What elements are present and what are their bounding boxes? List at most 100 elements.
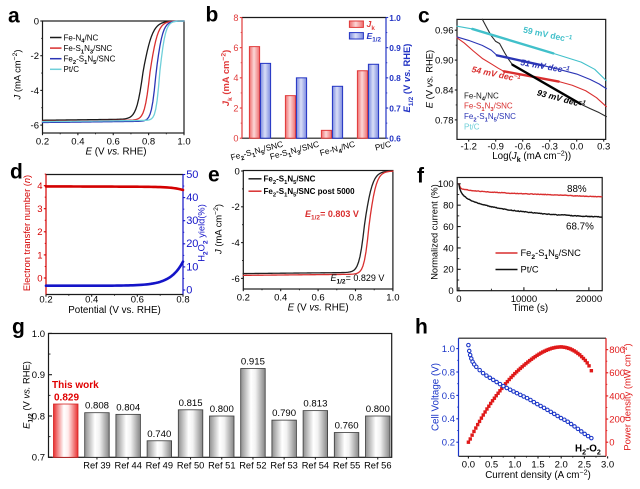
svg-text:Fe2-S1N5/SNC: Fe2-S1N5/SNC [264, 175, 316, 186]
svg-text:Ref 55: Ref 55 [333, 461, 360, 471]
svg-text:80: 80 [443, 201, 454, 212]
svg-text:Pt/C: Pt/C [464, 123, 480, 132]
svg-text:0.815: 0.815 [179, 398, 203, 409]
svg-text:E (V vs. RHE): E (V vs. RHE) [424, 50, 435, 108]
svg-text:H2O2 yield(%): H2O2 yield(%) [197, 204, 210, 262]
svg-text:Fe2-S1N5/SNC post 5000: Fe2-S1N5/SNC post 5000 [264, 187, 356, 198]
svg-text:Fe2-S1N5/SNC: Fe2-S1N5/SNC [229, 139, 284, 165]
svg-text:1.0: 1.0 [389, 13, 401, 23]
svg-text:This work: This work [52, 380, 99, 391]
svg-text:200: 200 [609, 415, 625, 426]
svg-text:Fe2-S1N5/SNC: Fe2-S1N5/SNC [521, 248, 582, 261]
svg-text:Ref 39: Ref 39 [83, 461, 110, 471]
svg-text:59 mV dec−1: 59 mV dec−1 [522, 24, 573, 44]
svg-text:E (V vs. RHE): E (V vs. RHE) [86, 146, 147, 157]
svg-text:Fe-S1N3/SNC: Fe-S1N3/SNC [464, 102, 513, 113]
svg-text:f: f [417, 165, 425, 188]
svg-text:0.0: 0.0 [462, 460, 475, 471]
svg-text:1: 1 [37, 250, 42, 261]
svg-text:0.813: 0.813 [303, 399, 327, 410]
svg-text:h: h [415, 316, 428, 339]
svg-text:E1/2= 0.829 V: E1/2= 0.829 V [331, 273, 385, 286]
svg-text:0: 0 [233, 134, 238, 144]
svg-text:2.0: 2.0 [555, 460, 568, 471]
svg-text:Time (s): Time (s) [513, 303, 549, 314]
svg-text:Ref 44: Ref 44 [114, 461, 141, 471]
svg-text:Ref 54: Ref 54 [302, 461, 329, 471]
svg-text:0.3: 0.3 [597, 142, 610, 153]
svg-text:0.915: 0.915 [241, 357, 265, 368]
svg-text:Ref 51: Ref 51 [208, 461, 235, 471]
svg-text:0.90: 0.90 [435, 56, 454, 67]
svg-text:20: 20 [443, 265, 454, 276]
svg-text:0: 0 [456, 294, 461, 305]
svg-text:0: 0 [186, 284, 192, 296]
svg-text:0.8: 0.8 [389, 73, 401, 83]
svg-text:30: 30 [186, 215, 198, 227]
svg-text:0.7: 0.7 [32, 453, 45, 464]
svg-text:1.0: 1.0 [508, 460, 521, 471]
svg-text:0.2: 0.2 [39, 294, 52, 305]
svg-text:e: e [208, 164, 220, 187]
svg-text:b: b [206, 4, 219, 27]
svg-text:0.800: 0.800 [366, 404, 390, 415]
svg-text:20000: 20000 [576, 294, 602, 305]
svg-text:10: 10 [186, 261, 198, 273]
svg-text:a: a [8, 5, 20, 28]
svg-text:8: 8 [233, 13, 238, 23]
svg-text:1.0: 1.0 [442, 344, 455, 355]
svg-text:-0.9: -0.9 [488, 142, 504, 153]
svg-text:2.5: 2.5 [578, 460, 591, 471]
svg-text:88%: 88% [567, 184, 587, 195]
svg-text:-1.2: -1.2 [461, 142, 477, 153]
svg-text:Fe-N4/NC: Fe-N4/NC [464, 91, 499, 102]
svg-text:4: 4 [37, 181, 42, 192]
svg-text:E (V vs. RHE): E (V vs. RHE) [288, 303, 349, 314]
svg-text:c: c [418, 5, 430, 28]
svg-text:0.78: 0.78 [435, 115, 454, 126]
svg-text:0.760: 0.760 [335, 421, 359, 432]
svg-text:Pt/C: Pt/C [521, 265, 539, 275]
svg-text:0.6: 0.6 [442, 391, 455, 402]
svg-text:93 mV dec−1: 93 mV dec−1 [536, 87, 587, 110]
svg-text:6: 6 [233, 43, 238, 53]
svg-text:0.9: 0.9 [389, 43, 401, 53]
svg-text:20: 20 [186, 238, 198, 250]
svg-text:-0.6: -0.6 [515, 142, 531, 153]
svg-text:0.96: 0.96 [435, 26, 454, 37]
svg-text:-0.3: -0.3 [542, 142, 558, 153]
svg-text:Log(Jk (mA cm−2)): Log(Jk (mA cm−2)) [492, 149, 571, 163]
svg-text:1.0: 1.0 [177, 136, 190, 147]
svg-text:0.2: 0.2 [442, 438, 455, 449]
svg-text:0.804: 0.804 [116, 402, 141, 413]
svg-text:3.0: 3.0 [601, 460, 614, 471]
svg-text:Fe-N4/NC: Fe-N4/NC [64, 33, 99, 44]
svg-text:0.6: 0.6 [107, 136, 120, 147]
svg-text:600: 600 [609, 368, 625, 379]
svg-text:0.6: 0.6 [389, 134, 401, 144]
svg-text:0.0: 0.0 [570, 142, 583, 153]
svg-text:0.6: 0.6 [131, 294, 144, 305]
svg-text:800: 800 [609, 345, 625, 356]
svg-text:E1/2= 0.803 V: E1/2= 0.803 V [305, 209, 359, 222]
svg-text:-6: -6 [231, 274, 239, 285]
svg-text:Ref 53: Ref 53 [270, 461, 297, 471]
svg-text:0.8: 0.8 [32, 411, 45, 422]
svg-text:2: 2 [37, 227, 42, 238]
svg-text:g: g [12, 316, 25, 339]
svg-text:Fe-S1N3/SNC: Fe-S1N3/SNC [269, 139, 321, 164]
svg-text:-2: -2 [31, 51, 39, 62]
svg-text:J (mA cm−2): J (mA cm−2) [213, 204, 224, 255]
svg-text:Electron transfer number (n): Electron transfer number (n) [22, 175, 32, 291]
svg-text:0: 0 [37, 273, 42, 284]
svg-text:0.5: 0.5 [485, 460, 498, 471]
svg-text:2: 2 [233, 103, 238, 113]
svg-text:0.790: 0.790 [272, 408, 296, 419]
svg-text:Jk: Jk [367, 19, 376, 32]
svg-text:0.829: 0.829 [54, 393, 79, 404]
svg-text:0.4: 0.4 [274, 292, 287, 303]
svg-text:-4: -4 [31, 86, 39, 97]
svg-text:0.8: 0.8 [442, 367, 455, 378]
svg-text:Fe-N4/NC: Fe-N4/NC [319, 139, 357, 160]
svg-text:d: d [10, 161, 23, 184]
